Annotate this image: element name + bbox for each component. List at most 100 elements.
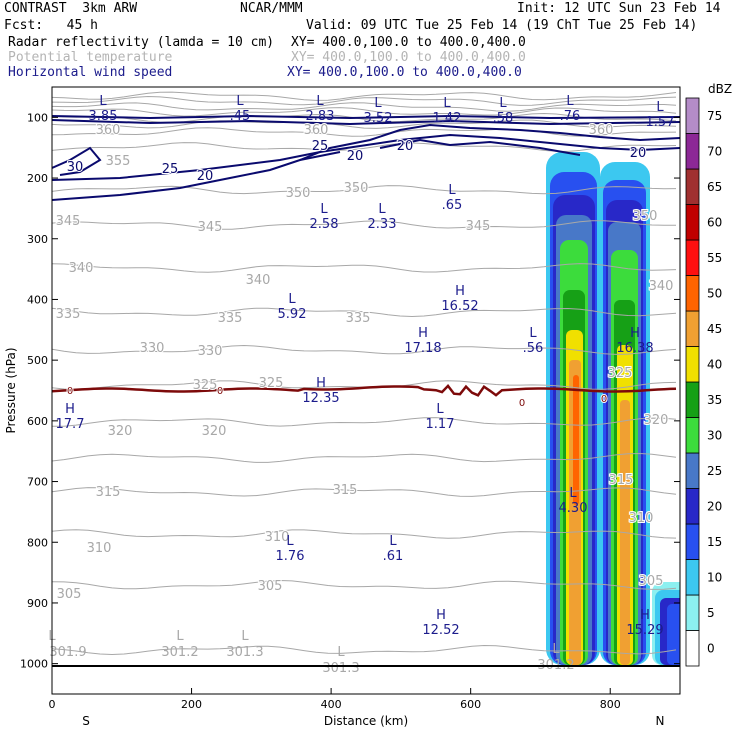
hl-letter: L	[436, 402, 444, 417]
hl-letter: L	[499, 96, 507, 111]
x-tick-label: 400	[321, 698, 342, 711]
colorbar-box	[685, 452, 700, 489]
hl-value: 3.85	[89, 109, 118, 124]
hl-letter: L	[529, 326, 537, 341]
hl-value: 2.33	[368, 217, 397, 232]
theta-contour-line	[52, 529, 677, 539]
hl-letter: H	[65, 402, 75, 417]
wind-contour-line	[379, 138, 581, 156]
colorbar-box	[685, 381, 700, 418]
freezing-level	[52, 383, 677, 397]
theta-label: 350	[286, 186, 311, 201]
colorbar: 0 5 10 15 20 25 30 35 40 45 50 55 60 65 70 75 dBZ	[685, 82, 732, 667]
field3-name: Horizontal wind speed	[8, 65, 173, 80]
theta-label: 305	[258, 579, 283, 594]
theta-contour-line	[52, 102, 677, 112]
colorbar-level-label: 25	[707, 464, 722, 478]
echo-stratiform-shell	[667, 604, 680, 665]
forecast-hour: Fcst: 45 h	[4, 18, 98, 33]
theta-label: 340	[246, 273, 271, 288]
theta-label: 350	[633, 209, 658, 224]
theta-contour-line	[52, 119, 677, 129]
hl-value: 12.35	[302, 391, 339, 406]
y-tick-label: 800	[27, 536, 48, 549]
wind-contour-line	[299, 123, 680, 161]
hl-letter: L	[374, 96, 382, 111]
hl-letter: H	[316, 376, 326, 391]
theta-label: 315	[609, 473, 634, 488]
colorbar-box	[685, 275, 700, 312]
colorbar-box	[685, 559, 700, 596]
y-tick-label: 900	[27, 597, 48, 610]
wind-speed-label: 25	[312, 139, 329, 154]
x-end-label-left: S	[82, 714, 90, 728]
surface-value: 301.9	[49, 645, 86, 660]
hl-value: 1.76	[276, 549, 305, 564]
theta-contour-line	[52, 127, 677, 137]
y-axis-title: Pressure (hPa)	[4, 347, 18, 433]
theta-label: 325	[259, 376, 284, 391]
theta-label: 360	[589, 123, 614, 138]
hl-value: 17.18	[404, 341, 441, 356]
theta-contour-line	[52, 452, 677, 463]
wind-speed-label: 20	[197, 169, 214, 184]
plot-frame	[51, 86, 681, 695]
theta-label: 320	[644, 413, 669, 428]
theta-contour-line	[52, 579, 677, 590]
hl-value: 16.52	[441, 299, 478, 314]
hl-letter: H	[418, 326, 428, 341]
colorbar-box	[685, 97, 700, 134]
y-tick-label: 500	[27, 354, 48, 367]
colorbar-box	[685, 133, 700, 170]
y-tick-label: 400	[27, 293, 48, 306]
theta-label: 335	[218, 311, 243, 326]
surface-value: 301.3	[322, 661, 359, 676]
theta-label: 335	[346, 311, 371, 326]
colorbar-box	[685, 204, 700, 241]
wind-contours	[52, 114, 680, 201]
echo-core-max	[573, 375, 579, 505]
hl-letter: L	[566, 94, 574, 109]
hl-value: 2.83	[306, 109, 335, 124]
x-axis-title: Distance (km)	[324, 714, 408, 728]
freezing-level-label: 0	[519, 398, 525, 409]
colorbar-box	[685, 523, 700, 560]
y-tick-label: 200	[27, 172, 48, 185]
field1-name: Radar reflectivity (lamda = 10 cm)	[8, 35, 275, 50]
x-tick-label: 600	[460, 698, 481, 711]
hl-value: 12.52	[422, 623, 459, 638]
theta-label: 335	[56, 307, 81, 322]
theta-contour-line	[52, 112, 677, 124]
hl-letter: L	[320, 202, 328, 217]
x-tick-label: 200	[181, 698, 202, 711]
theta-label: 325	[608, 366, 633, 381]
hl-value: 1.42	[433, 111, 462, 126]
theta-contour-line	[52, 91, 677, 101]
colorbar-box	[685, 168, 700, 205]
hl-letter: H	[455, 284, 465, 299]
freezing-level-label: 0	[601, 394, 607, 405]
colorbar-box	[685, 630, 700, 667]
center-name: NCAR/MMM	[240, 1, 303, 16]
field1-xy: XY= 400.0,100.0 to 400.0,400.0	[291, 35, 526, 50]
theta-label: 315	[333, 483, 358, 498]
hl-letter: H	[436, 608, 446, 623]
hl-value: 16.38	[616, 341, 653, 356]
theta-label: 360	[304, 123, 329, 138]
theta-label: 325	[193, 378, 218, 393]
y-tick-label: 1000	[20, 658, 48, 671]
contour-labels: 30 25 20 25 20 20 20 360 360 360 355 350 350 350 345 34…	[48, 94, 674, 676]
colorbar-level-label: 55	[707, 251, 722, 265]
colorbar-level-label: 65	[707, 180, 722, 194]
colorbar-box	[685, 594, 700, 631]
init-time: Init: 12 UTC Sun 23 Feb 14	[517, 1, 721, 16]
field2-xy: XY= 400.0,100.0 to 400.0,400.0	[291, 50, 526, 65]
colorbar-level-label: 0	[707, 641, 715, 655]
hl-letter: L	[443, 96, 451, 111]
colorbar-level-label: 5	[707, 606, 715, 620]
field3-xy: XY= 400.0,100.0 to 400.0,400.0	[287, 65, 522, 80]
wind-speed-label: 25	[162, 162, 179, 177]
hl-letter: L	[448, 183, 456, 198]
theta-label: 305	[57, 587, 82, 602]
